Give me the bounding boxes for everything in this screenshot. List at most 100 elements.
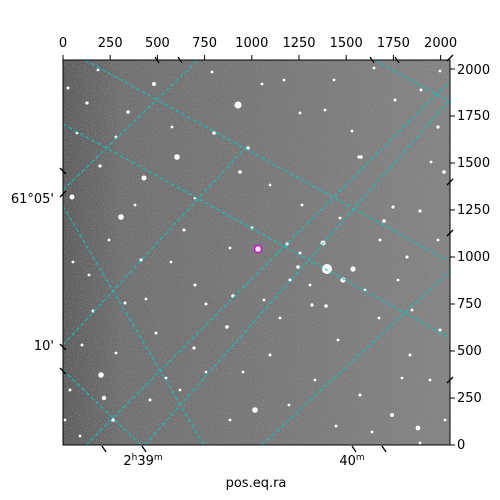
right-tick-label: 750: [457, 297, 482, 312]
top-tick-label: 500: [145, 36, 170, 51]
top-tick-label: 0: [59, 36, 67, 51]
star: [91, 309, 95, 313]
axis-tick: [446, 178, 454, 186]
star: [262, 298, 266, 302]
star: [287, 403, 291, 407]
star: [238, 170, 242, 174]
star: [139, 258, 143, 262]
star: [212, 131, 216, 135]
star: [228, 418, 232, 422]
star: [377, 316, 381, 320]
star: [332, 78, 336, 82]
star: [68, 388, 72, 392]
star: [174, 154, 180, 160]
right-pixel-axis: 0 250 500 750 1000 1250 1500 1750 2000: [457, 63, 490, 453]
star: [101, 395, 107, 401]
star: [246, 146, 250, 150]
axis-tick: [369, 56, 375, 64]
star: [144, 297, 148, 301]
top-tick-label: 2000: [424, 36, 457, 51]
star: [288, 278, 292, 282]
star: [63, 418, 67, 422]
right-tick-label: 1500: [457, 156, 490, 171]
right-tick-label: 1000: [457, 250, 490, 265]
dec-tick-label: 61°05': [11, 192, 54, 207]
star: [390, 413, 394, 417]
star: [80, 343, 84, 347]
star: [340, 277, 346, 283]
dec-tick-label: 10': [34, 339, 54, 354]
star: [298, 251, 302, 255]
star: [69, 194, 75, 200]
star: [428, 378, 432, 382]
star: [118, 214, 124, 220]
star: [241, 370, 245, 374]
star: [152, 82, 156, 86]
grid-line: [261, 270, 450, 445]
star: [396, 278, 400, 282]
star: [114, 351, 118, 355]
star: [418, 441, 422, 445]
star: [133, 203, 137, 207]
star: [148, 398, 152, 402]
star: [322, 264, 332, 274]
top-tick-label: 750: [192, 36, 217, 51]
star: [204, 302, 208, 306]
top-tick-label: 1250: [282, 36, 315, 51]
star: [429, 160, 433, 164]
star: [111, 418, 115, 422]
star: [358, 393, 362, 397]
star: [141, 175, 147, 181]
star: [126, 110, 130, 114]
axis-tick: [101, 445, 107, 453]
star: [334, 424, 338, 428]
axis-tick: [141, 445, 147, 453]
star: [282, 78, 286, 82]
star: [408, 353, 412, 357]
coordinate-grid: [63, 60, 450, 445]
star: [382, 219, 386, 223]
star: [296, 265, 300, 269]
star: [107, 238, 111, 242]
star: [400, 376, 404, 380]
star: [410, 308, 414, 312]
star: [268, 183, 272, 187]
star: [436, 125, 440, 129]
right-tick-label: 1750: [457, 109, 490, 124]
star: [436, 238, 440, 242]
star: [278, 316, 282, 320]
axis-tick: [446, 376, 454, 384]
star: [418, 209, 422, 213]
right-tick-label: 500: [457, 344, 482, 359]
star: [234, 101, 242, 109]
ra-tick-label: 40m: [339, 453, 364, 469]
star: [443, 418, 447, 422]
star: [192, 346, 196, 350]
grid-line: [63, 123, 450, 339]
star: [66, 86, 70, 90]
star: [98, 164, 102, 168]
star: [378, 238, 382, 242]
right-tick-label: 2000: [457, 63, 490, 78]
star: [370, 430, 374, 434]
grid-line: [63, 60, 199, 191]
star: [308, 283, 312, 287]
grid-line: [144, 99, 450, 445]
star: [350, 266, 356, 272]
star: [313, 378, 317, 382]
ra-tick-label: 2h39m: [123, 453, 162, 469]
grid-line: [63, 205, 205, 445]
top-pixel-axis: 0 250 500 750 1000 1250 1500 1750 2000: [59, 36, 457, 51]
star: [225, 325, 229, 329]
axis-tick: [154, 56, 160, 64]
star: [268, 353, 272, 357]
axis-tick: [59, 367, 67, 375]
axis-ticks: [59, 54, 455, 453]
star: [324, 304, 328, 308]
star-field: [63, 66, 447, 445]
star: [336, 338, 340, 342]
star: [419, 88, 423, 92]
star: [154, 331, 158, 335]
star: [298, 111, 302, 115]
top-tick-label: 1500: [330, 36, 363, 51]
